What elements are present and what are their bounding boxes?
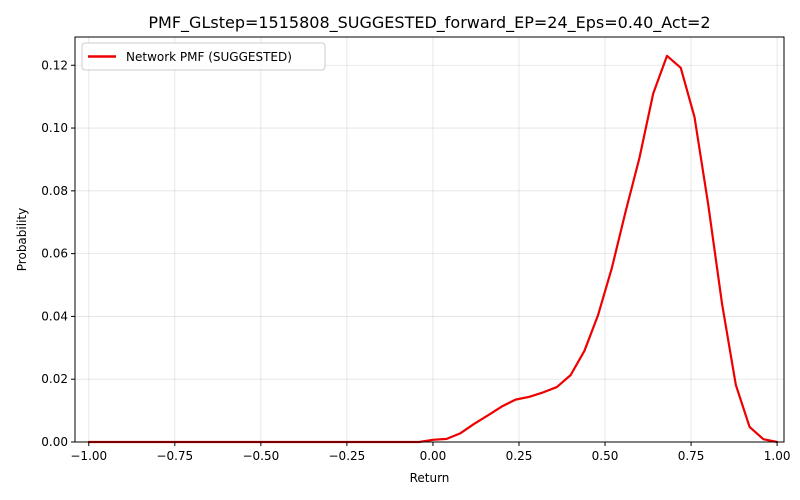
x-tick-label: 0.75	[678, 449, 705, 463]
x-tick-label: 0.25	[506, 449, 533, 463]
y-tick-label: 0.12	[41, 58, 68, 72]
x-tick-label: 0.00	[420, 449, 447, 463]
x-tick-label: 0.50	[592, 449, 619, 463]
y-tick-label: 0.02	[41, 372, 68, 386]
y-tick-label: 0.08	[41, 184, 68, 198]
x-tick-label: −0.75	[156, 449, 193, 463]
y-tick-label: 0.10	[41, 121, 68, 135]
x-tick-label: 1.00	[764, 449, 791, 463]
x-axis-label: Return	[410, 471, 450, 485]
y-tick-label: 0.04	[41, 309, 68, 323]
y-tick-label: 0.06	[41, 247, 68, 261]
x-tick-label: −0.25	[329, 449, 366, 463]
chart-title: PMF_GLstep=1515808_SUGGESTED_forward_EP=…	[148, 13, 710, 33]
axis-ticks: −1.00 −0.75 −0.50 −0.25 0.00 0.25 0.50 0.75 1.00…	[41, 58, 790, 463]
plot-frame	[74, 36, 785, 443]
legend-label: Network PMF (SUGGESTED)	[126, 50, 292, 64]
x-tick-label: −0.50	[242, 449, 279, 463]
y-tick-label: 0.00	[41, 435, 68, 449]
x-tick-label: −1.00	[70, 449, 107, 463]
y-axis-label: Probability	[15, 208, 29, 271]
legend: Network PMF (SUGGESTED)	[81, 42, 326, 71]
legend-box	[81, 42, 326, 71]
